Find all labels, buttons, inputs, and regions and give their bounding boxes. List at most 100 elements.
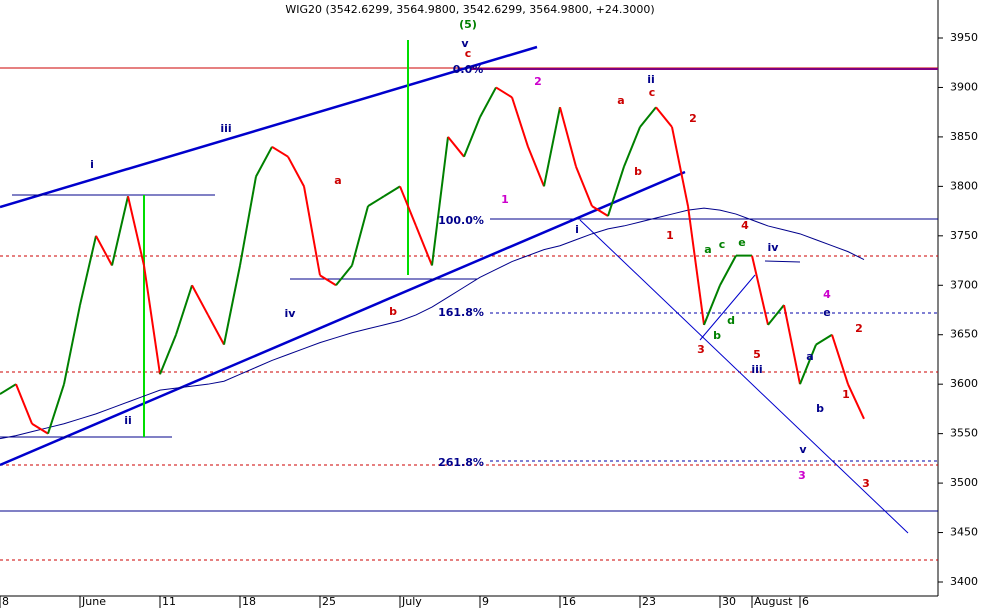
drawing-line: [0, 45, 538, 209]
x-tick-label: 8: [2, 595, 9, 608]
price-segment: [511, 97, 529, 148]
price-segment: [399, 185, 417, 227]
wave-label: 3: [697, 343, 705, 356]
wave-label: 4: [823, 288, 831, 301]
y-tick-label: 3750: [950, 229, 978, 242]
price-segment: [127, 196, 145, 266]
price-segment: [287, 156, 305, 187]
x-tick-label: July: [401, 595, 422, 608]
wave-label: 2: [689, 112, 697, 125]
y-tick-label: 3600: [950, 377, 978, 390]
wave-label: v: [461, 37, 469, 50]
wave-label: d: [727, 314, 735, 327]
wave-label: a: [806, 350, 813, 363]
wave-label: iii: [220, 122, 231, 135]
y-tick-label: 3550: [950, 427, 978, 440]
price-segment: [159, 334, 177, 375]
price-segment: [591, 205, 609, 217]
drawing-line: [579, 219, 909, 534]
x-tick-label: 23: [642, 595, 656, 608]
price-segment: [143, 265, 161, 375]
wave-label: b: [634, 165, 642, 178]
wave-label: 2: [534, 75, 542, 88]
price-segment: [383, 185, 401, 198]
x-tick-label: 30: [722, 595, 736, 608]
price-segment: [319, 274, 337, 287]
wave-label: 100.0%: [438, 214, 484, 227]
price-segment: [271, 145, 289, 158]
price-segment: [623, 126, 641, 167]
price-segment: [751, 255, 769, 326]
price-segment: [175, 284, 193, 336]
y-tick-label: 3500: [950, 476, 978, 489]
price-segment: [527, 146, 545, 187]
price-segment: [687, 206, 705, 325]
price-segment: [223, 265, 241, 345]
price-segment: [559, 106, 577, 167]
price-segment: [495, 86, 513, 99]
wave-label: e: [738, 236, 745, 249]
price-segment: [703, 284, 721, 326]
moving-average: [0, 207, 865, 440]
x-tick-label: 6: [802, 595, 809, 608]
wave-label: c: [649, 86, 656, 99]
x-tick-label: 9: [482, 595, 489, 608]
wave-label: b: [389, 305, 397, 318]
wave-label: a: [334, 174, 341, 187]
price-segment: [335, 264, 353, 286]
wave-label: 2: [855, 322, 863, 335]
wave-label: i: [575, 223, 579, 236]
price-segment: [671, 126, 689, 207]
price-segment: [0, 383, 17, 395]
price-segment: [415, 225, 433, 266]
wave-label: ii: [124, 414, 132, 427]
wave-label: 161.8%: [438, 306, 484, 319]
wave-label: 1: [842, 388, 850, 401]
price-segment: [239, 176, 257, 266]
price-segment: [111, 196, 129, 266]
wave-label: e: [823, 306, 830, 319]
price-segment: [79, 235, 97, 306]
y-tick-label: 3800: [950, 179, 978, 192]
wave-label: iv: [285, 307, 297, 320]
y-tick-label: 3950: [950, 31, 978, 44]
price-segment: [367, 195, 385, 207]
price-segment: [63, 304, 81, 385]
wave-label: 1: [501, 193, 509, 206]
wave-label: 3: [862, 477, 870, 490]
wave-label: a: [704, 243, 711, 256]
wave-label: 1: [666, 229, 674, 242]
wave-label: 5: [753, 348, 761, 361]
x-tick-label: June: [81, 595, 106, 608]
chart-title: WIG20 (3542.6299, 3564.9800, 3542.6299, …: [285, 3, 654, 16]
price-segment: [15, 383, 33, 425]
price-segment: [95, 235, 113, 266]
price-segment: [639, 106, 657, 128]
wave-label: a: [617, 94, 624, 107]
drawing-line: [699, 274, 756, 341]
price-segment: [447, 136, 465, 158]
price-segment: [479, 86, 497, 118]
y-tick-label: 3900: [950, 80, 978, 93]
wave-label: i: [90, 158, 94, 171]
price-segment: [847, 383, 865, 420]
x-tick-label: 25: [322, 595, 336, 608]
price-segment: [255, 146, 273, 177]
wave-label: iii: [751, 363, 762, 376]
price-segment: [831, 334, 849, 385]
price-segment: [607, 166, 625, 217]
price-segment: [207, 314, 225, 346]
y-tick-label: 3850: [950, 130, 978, 143]
wave-label: v: [799, 443, 807, 456]
price-segment: [815, 333, 833, 346]
price-segment: [31, 422, 49, 435]
price-segment: [783, 304, 801, 385]
wave-label: 4: [741, 219, 749, 232]
price-segment: [47, 383, 65, 434]
drawing-line: [0, 170, 686, 467]
y-tick-label: 3400: [950, 575, 978, 588]
drawing-line: [764, 260, 801, 263]
price-segment: [463, 116, 481, 158]
